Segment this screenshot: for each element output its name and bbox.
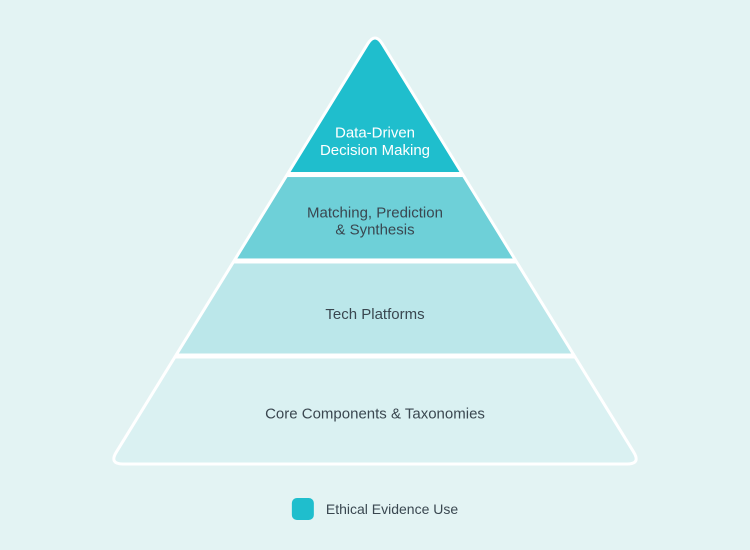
legend-swatch — [292, 498, 314, 520]
tier-label: Tech Platforms — [325, 306, 424, 323]
pyramid-svg: Data-DrivenDecision Making Matching, Pred… — [105, 28, 645, 468]
tier-divider — [232, 258, 518, 263]
legend: Ethical Evidence Use — [292, 498, 458, 520]
tier-label: Matching, Prediction — [307, 204, 443, 221]
tier-label: Decision Making — [320, 142, 430, 159]
tier-divider — [174, 354, 577, 359]
pyramid-diagram: Data-DrivenDecision Making Matching, Pred… — [105, 28, 645, 468]
tier-label: Data-Driven — [335, 124, 415, 141]
tier-label: & Synthesis — [335, 222, 414, 239]
tier-label: Core Components & Taxonomies — [265, 405, 485, 422]
tier-divider — [285, 172, 465, 177]
legend-label: Ethical Evidence Use — [326, 501, 458, 517]
